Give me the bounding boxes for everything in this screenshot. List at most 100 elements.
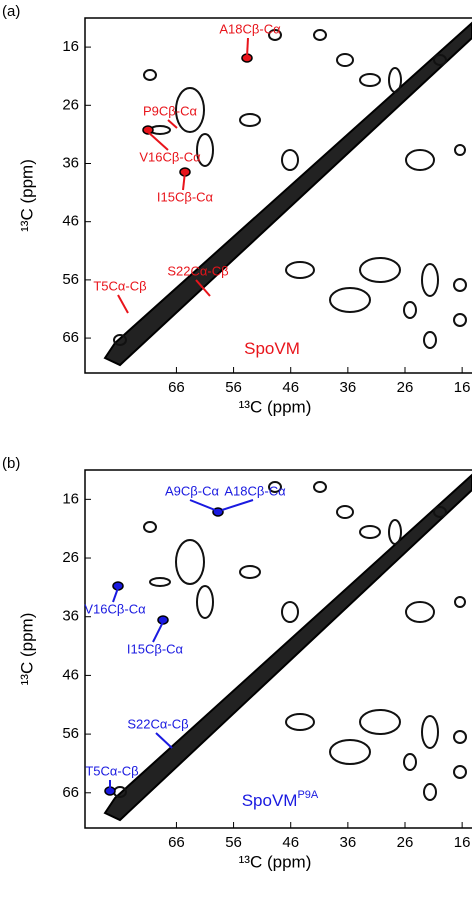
annotation-arrow <box>195 279 211 297</box>
annotation: A18Cβ-Cα <box>219 21 281 36</box>
y-tick-label: 16 <box>62 38 79 55</box>
x-tick-label: 16 <box>454 834 471 851</box>
contour-peak <box>433 506 447 518</box>
y-tick-label: 56 <box>62 725 79 742</box>
highlight-peak <box>212 507 224 517</box>
y-tick-label: 26 <box>62 96 79 113</box>
annotation: I15Cβ-Cα <box>157 189 214 204</box>
sample-label: SpoVM <box>244 339 300 358</box>
contour-peak <box>336 505 354 519</box>
contour-peak <box>281 601 299 623</box>
contour-peak <box>268 481 282 493</box>
x-tick-label: 46 <box>282 379 299 396</box>
contour-peak <box>403 753 417 771</box>
contour-peak <box>359 73 381 87</box>
contour-peak <box>329 287 371 313</box>
contour-peak <box>196 585 214 619</box>
contour-peak <box>421 715 439 749</box>
contours <box>103 473 472 822</box>
y-axis-label: ¹³C (ppm) <box>17 159 36 232</box>
x-tick-label: 56 <box>225 834 242 851</box>
annotation-arrow <box>189 499 216 511</box>
contour-peak <box>175 539 205 585</box>
contour-peak <box>285 713 315 731</box>
contour-peak <box>454 596 466 608</box>
y-axis-label: ¹³C (ppm) <box>17 613 36 686</box>
annotation: S22Cα-Cβ <box>127 716 188 731</box>
panel-label: (a) <box>2 3 20 20</box>
x-axis-label: ¹³C (ppm) <box>239 397 312 416</box>
contour-peak <box>405 149 435 171</box>
x-tick-label: 56 <box>225 379 242 396</box>
contour-peak <box>454 144 466 156</box>
sample-label: SpoVMP9A <box>242 789 319 811</box>
contour-peak <box>268 29 282 41</box>
annotation-arrow <box>152 621 164 643</box>
contour-peak <box>433 54 447 66</box>
contour-peak <box>175 87 205 133</box>
plot-frame <box>84 469 472 829</box>
plot-frame <box>84 17 472 374</box>
contour-peak <box>423 783 437 801</box>
sample-superscript: P9A <box>297 789 318 801</box>
annotation: A18Cβ-Cα <box>224 483 286 498</box>
contour-peak <box>149 577 171 587</box>
panel-label: (b) <box>2 455 20 472</box>
x-tick-label: 66 <box>168 379 185 396</box>
contour-peak <box>196 133 214 167</box>
annotation-arrow <box>147 131 169 151</box>
sample-name: SpoVM <box>242 791 298 810</box>
annotation-arrow <box>117 294 129 314</box>
contour-peak <box>453 730 467 744</box>
contour-peak <box>453 313 467 327</box>
x-tick-label: 26 <box>397 834 414 851</box>
x-tick-label: 16 <box>454 379 471 396</box>
x-tick-label: 36 <box>340 379 357 396</box>
contour-peak <box>313 481 327 493</box>
y-tick-label: 26 <box>62 549 79 566</box>
annotation-arrow <box>167 119 178 129</box>
annotation: T5Cα-Cβ <box>93 278 146 293</box>
diagonal-band <box>103 473 472 822</box>
annotation: S22Cα-Cβ <box>167 263 228 278</box>
y-tick-label: 16 <box>62 490 79 507</box>
contour-peak <box>388 519 402 545</box>
y-tick-label: 56 <box>62 271 79 288</box>
y-tick-label: 36 <box>62 154 79 171</box>
contour-peak <box>359 709 401 735</box>
x-tick-label: 66 <box>168 834 185 851</box>
x-tick-label: 26 <box>397 379 414 396</box>
annotation: A9Cβ-Cα <box>165 483 219 498</box>
contour-peak <box>239 565 261 579</box>
annotation-arrow <box>221 499 254 511</box>
contour-peak <box>359 257 401 283</box>
contour-peak <box>113 334 127 346</box>
annotation-arrow <box>182 171 186 191</box>
x-tick-label: 36 <box>340 834 357 851</box>
sample-name: SpoVM <box>244 339 300 358</box>
contour-peak <box>285 261 315 279</box>
annotation-arrow <box>246 37 249 58</box>
annotation: I15Cβ-Cα <box>127 641 184 656</box>
contour-peak <box>421 263 439 297</box>
annotation: P9Cβ-Cα <box>143 103 197 118</box>
y-tick-label: 66 <box>62 784 79 801</box>
contour-peak <box>143 69 157 81</box>
contour-peak <box>143 521 157 533</box>
contour-peak <box>329 739 371 765</box>
annotation-arrow <box>112 587 119 603</box>
contour-peak <box>336 53 354 67</box>
contour-peak <box>359 525 381 539</box>
contour-peak <box>239 113 261 127</box>
x-tick-label: 46 <box>282 834 299 851</box>
annotation: T5Cα-Cβ <box>85 763 138 778</box>
contour-peak <box>423 331 437 349</box>
contour-peak <box>281 149 299 171</box>
y-tick-label: 46 <box>62 666 79 683</box>
contour-peak <box>388 67 402 93</box>
contour-peak <box>405 601 435 623</box>
y-tick-label: 46 <box>62 213 79 230</box>
contour-peak <box>403 301 417 319</box>
highlight-peak <box>142 125 154 135</box>
